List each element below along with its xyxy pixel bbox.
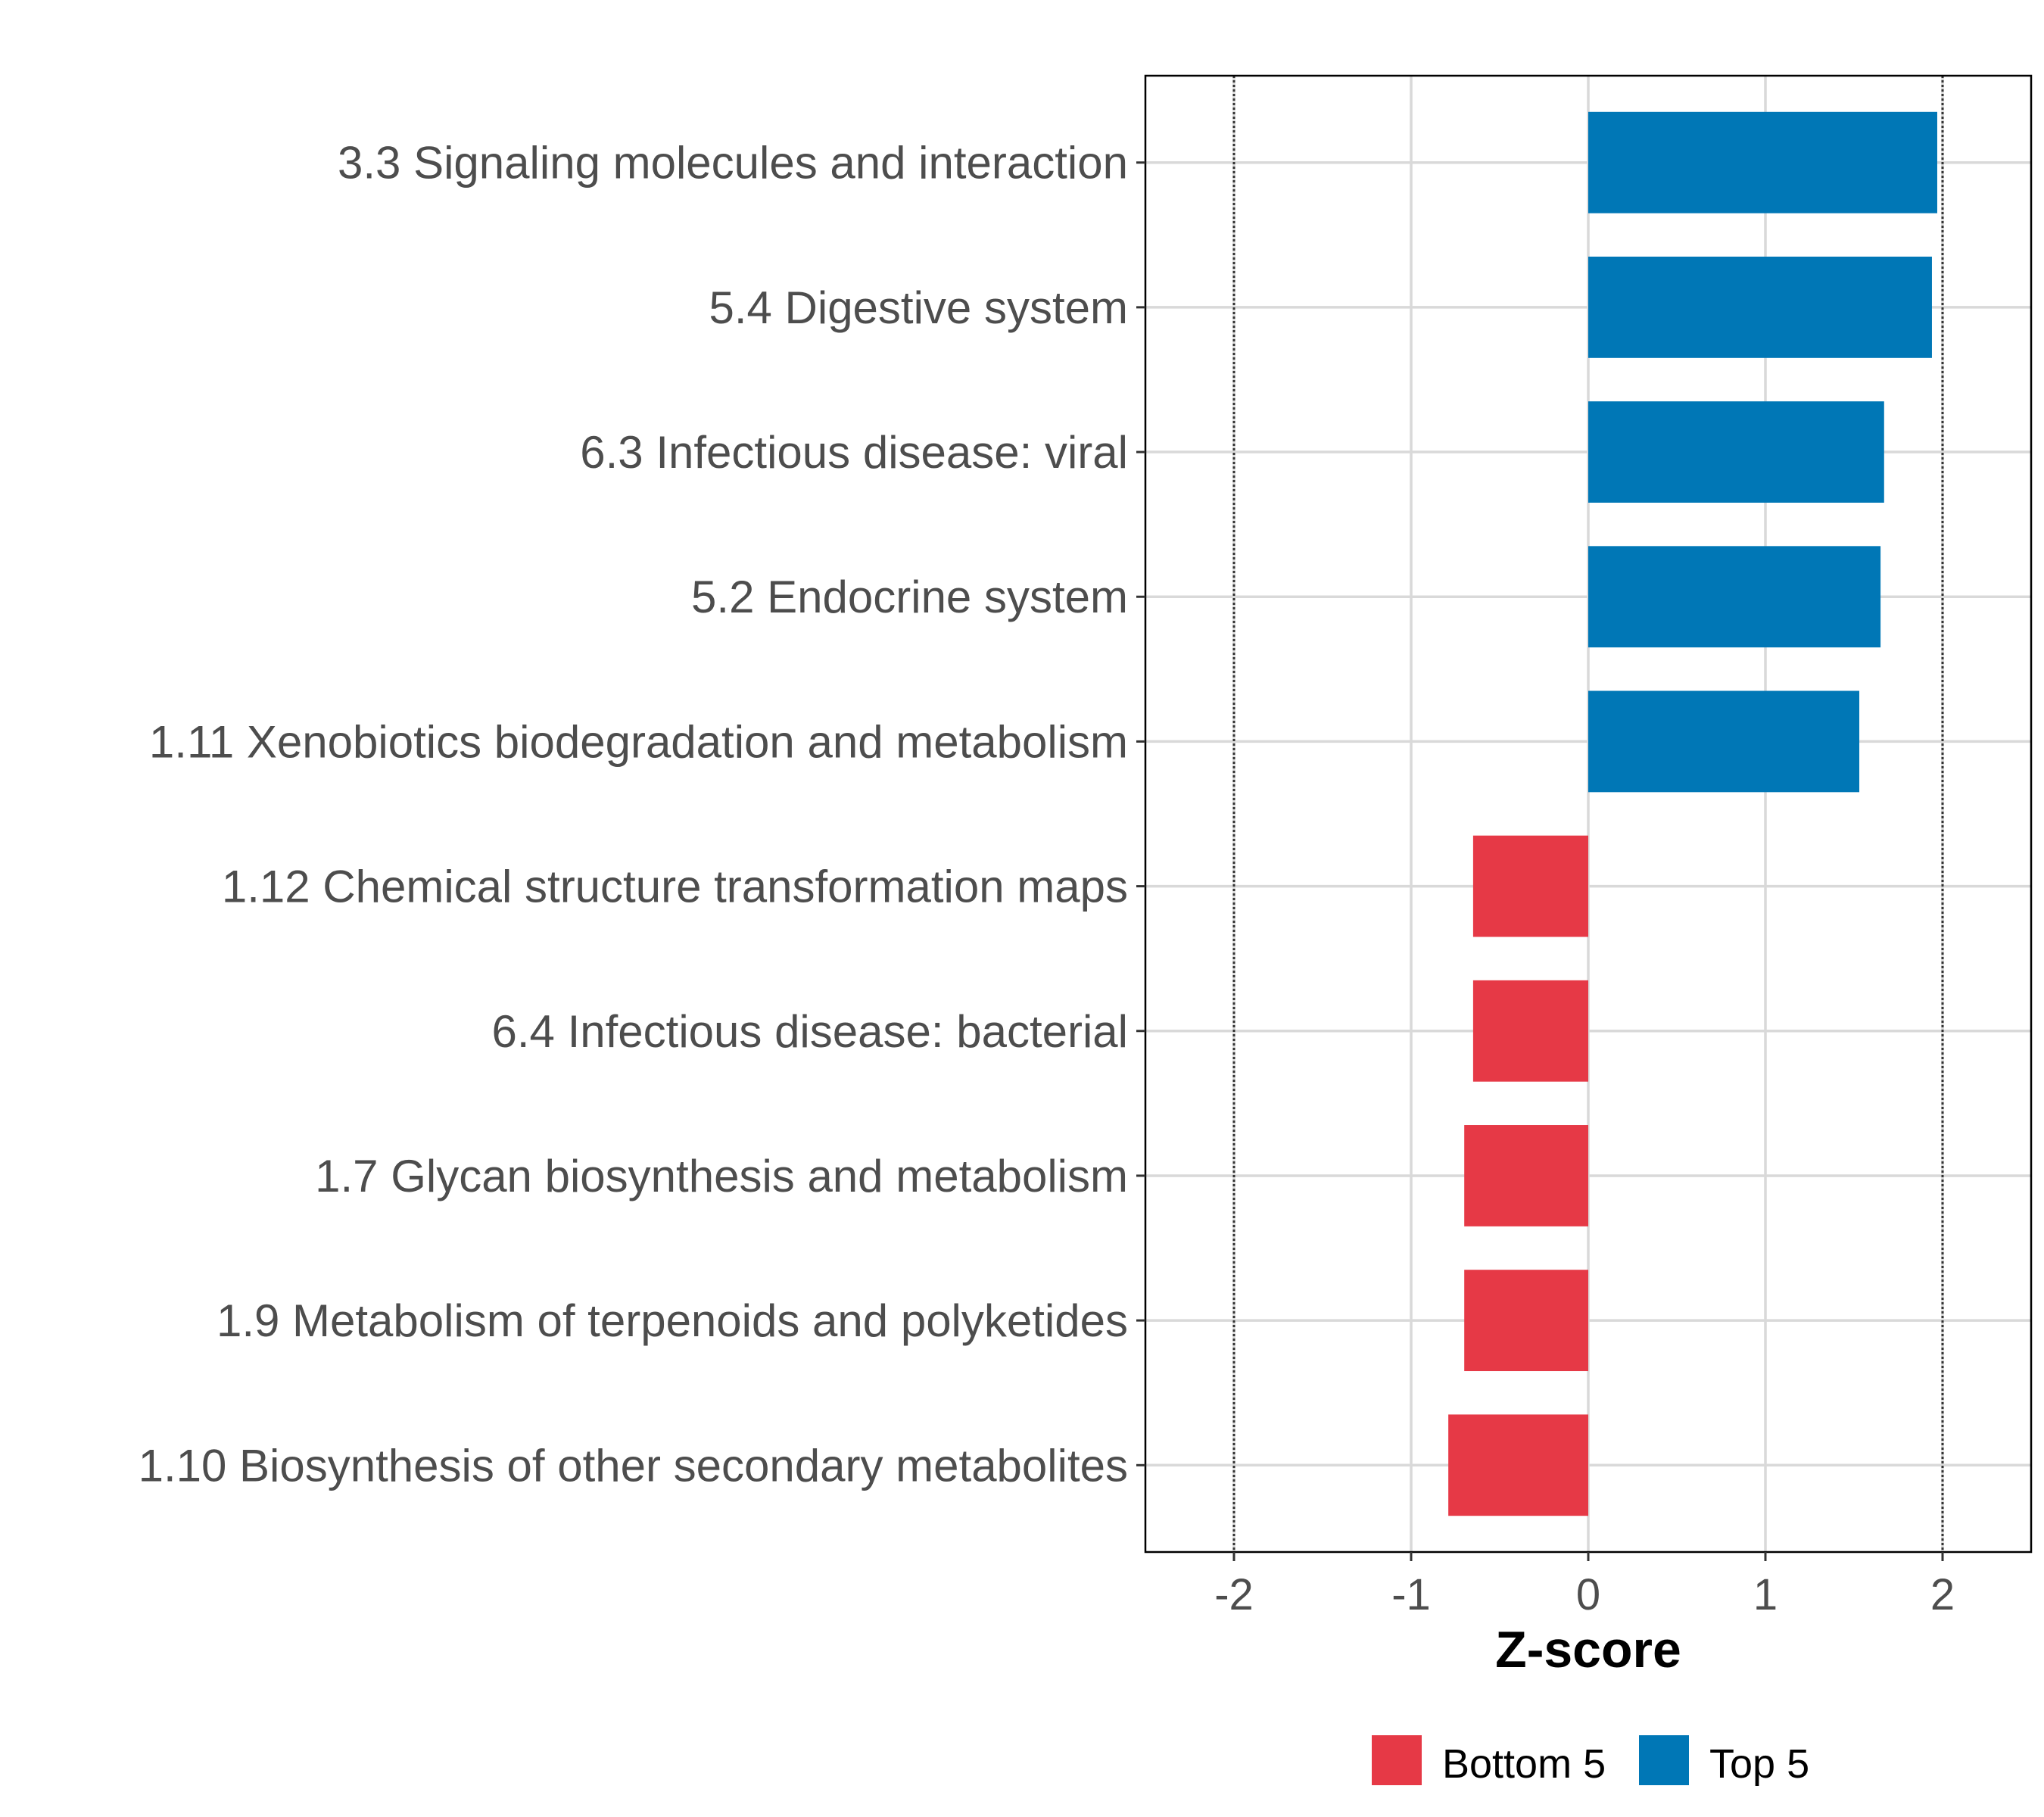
- y-tick-label-6-4-infectious-disease-bacterial: 6.4 Infectious disease: bacterial: [492, 1006, 1129, 1057]
- y-tick-label-5-2-endocrine-system: 5.2 Endocrine system: [691, 572, 1128, 622]
- x-tick-label-2: 0: [1576, 1570, 1600, 1619]
- legend-label-top-5: Top 5: [1709, 1741, 1809, 1787]
- bar-3-3-signaling-molecules-and-interaction: [1588, 111, 1937, 213]
- bar-5-2-endocrine-system: [1588, 546, 1881, 648]
- y-tick-label-1-12-chemical-structure-transformation-maps: 1.12 Chemical structure transformation m…: [222, 862, 1128, 912]
- y-tick-label-1-11-xenobiotics-biodegradation-and-metabolism: 1.11 Xenobiotics biodegradation and meta…: [149, 716, 1128, 767]
- legend-swatch-top-5: [1639, 1735, 1689, 1785]
- bar-5-4-digestive-system: [1588, 256, 1932, 358]
- y-tick-label-1-10-biosynthesis-of-other-secondary-metabolites: 1.10 Biosynthesis of other secondary met…: [139, 1440, 1128, 1491]
- bar-6-3-infectious-disease-viral: [1588, 401, 1884, 503]
- y-tick-label-1-9-metabolism-of-terpenoids-and-polyketides: 1.9 Metabolism of terpenoids and polyket…: [217, 1295, 1128, 1346]
- reference-lines: [1232, 76, 1944, 1552]
- bars: [1448, 111, 1937, 1516]
- bar-1-10-biosynthesis-of-other-secondary-metabolites: [1448, 1414, 1588, 1516]
- bar-1-12-chemical-structure-transformation-maps: [1472, 835, 1588, 937]
- x-tick-label-0: -2: [1214, 1570, 1254, 1619]
- y-tick-label-3-3-signaling-molecules-and-interaction: 3.3 Signaling molecules and interaction: [338, 138, 1128, 189]
- bar-1-11-xenobiotics-biodegradation-and-metabolism: [1588, 690, 1860, 793]
- x-tick-label-3: 1: [1753, 1570, 1778, 1619]
- legend-label-bottom-5: Bottom 5: [1442, 1741, 1606, 1787]
- y-tick-label-6-3-infectious-disease-viral: 6.3 Infectious disease: viral: [580, 427, 1128, 478]
- bar-1-9-metabolism-of-terpenoids-and-polyketides: [1464, 1270, 1588, 1372]
- y-tick-label-5-4-digestive-system: 5.4 Digestive system: [709, 282, 1128, 333]
- bar-6-4-infectious-disease-bacterial: [1472, 980, 1588, 1082]
- bar-1-7-glycan-biosynthesis-and-metabolism: [1464, 1125, 1588, 1226]
- x-tick-label-4: 2: [1930, 1570, 1955, 1619]
- legend-swatch-bottom-5: [1372, 1735, 1422, 1785]
- legend: Bottom 5 Top 5: [1372, 1735, 1809, 1787]
- x-axis: -2 -1 0 1 2: [1214, 1552, 1955, 1619]
- x-tick-label-1: -1: [1391, 1570, 1431, 1619]
- x-axis-title: Z-score: [1495, 1621, 1681, 1678]
- y-tick-label-1-7-glycan-biosynthesis-and-metabolism: 1.7 Glycan biosynthesis and metabolism: [315, 1151, 1128, 1201]
- y-axis: 3.3 Signaling molecules and interaction 5…: [139, 138, 1145, 1491]
